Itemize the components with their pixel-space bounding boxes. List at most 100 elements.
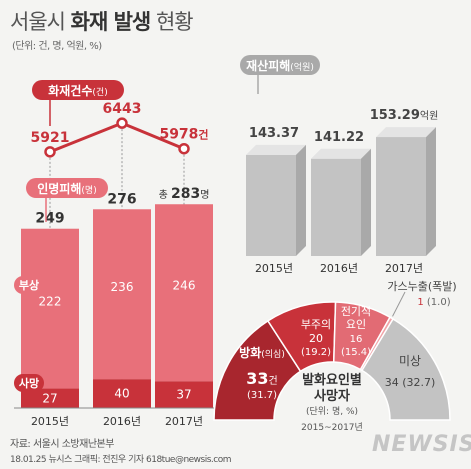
- fire-count-tag: [32, 80, 124, 100]
- casualty-title-main: 인명피해: [37, 181, 81, 196]
- property-bar-side-0: [296, 144, 306, 256]
- death-value-2: 37: [176, 388, 191, 402]
- property-value-2: 153.29억원: [370, 108, 439, 123]
- cause-value-0: 33건: [246, 369, 277, 388]
- death-bar-1: [93, 379, 151, 408]
- cause-value-4: 34 (32.7): [385, 376, 436, 389]
- property-title-unit: (억원): [290, 61, 314, 73]
- death-legend-label: 사망: [19, 376, 39, 390]
- casualty-tag: [26, 178, 108, 198]
- cause-value-1: 20: [309, 332, 323, 345]
- fire-count-unit: 건: [198, 128, 208, 142]
- property-value-0: 143.37: [249, 126, 299, 141]
- page-title: 서울시 화재 발생 현황: [10, 6, 194, 36]
- death-value-1: 40: [114, 387, 129, 401]
- cause-value-3: 1 (1.0): [417, 297, 450, 308]
- fire-count-title-main: 화재건수: [48, 83, 92, 98]
- casualty-total-value-1: 276: [107, 191, 136, 207]
- title-bold: 화재 발생: [70, 10, 152, 34]
- casualty-title: 인명피해(명): [37, 181, 96, 196]
- cause-name-3: 가스누출(폭발): [387, 280, 456, 293]
- injury-value-1: 236: [111, 280, 134, 294]
- fire-count-label-0: 5921: [31, 130, 70, 146]
- cause-slice-4: [360, 317, 451, 421]
- cause-period: 2015~2017년: [301, 422, 363, 433]
- injury-bar-1: [93, 209, 151, 380]
- property-value-suffix: 억원: [420, 110, 438, 122]
- cause-name-0-main: 방화: [239, 345, 261, 360]
- property-bar-top-0: [246, 144, 306, 155]
- death-value-0: 27: [42, 391, 57, 405]
- property-bar-0: [246, 154, 296, 256]
- property-value-1: 141.22: [314, 130, 364, 145]
- injury-legend-label: 부상: [19, 278, 39, 292]
- injury-value-0: 222: [39, 294, 62, 308]
- cause-value-0-num: 33: [246, 369, 268, 388]
- casualty-total-value-0: 249: [35, 211, 64, 227]
- fire-count-title-unit: (건): [92, 87, 107, 98]
- cause-pct-1: (19.2): [301, 347, 331, 358]
- property-year-2: 2017년: [385, 262, 423, 275]
- casualty-year-2: 2017년: [165, 415, 203, 428]
- injury-bar-2: [155, 204, 213, 382]
- property-bar-2: [376, 137, 426, 256]
- cause-pct-0: (31.7): [247, 390, 277, 401]
- cause-title-line1: 발화요인별: [302, 372, 362, 388]
- cause-name-0: 방화(의심): [239, 345, 285, 360]
- fire-count-title: 화재건수(건): [48, 83, 107, 98]
- source-note: 자료: 서울시 소방재난본부: [10, 439, 114, 450]
- fire-count-value-2: 5978: [159, 127, 198, 143]
- casualty-total-suffix: 명: [200, 189, 209, 201]
- cause-value-0-unit: 건: [269, 375, 278, 387]
- cause-title-line2: 사망자: [314, 388, 350, 404]
- title-tail: 현황: [155, 10, 194, 34]
- death-bar-0: [21, 388, 79, 408]
- cause-name-2-l1: 전기적: [341, 305, 371, 318]
- fire-count-value-0: 5921: [31, 130, 70, 146]
- casualty-total-0: 249: [35, 211, 64, 227]
- cause-unit-note: (단위: 명, %): [306, 406, 358, 417]
- cause-value-3-num: 1: [417, 297, 427, 308]
- property-title: 재산피해(억원): [246, 58, 314, 73]
- casualty-total-prefix: 총: [159, 189, 171, 201]
- casualty-year-0: 2015년: [31, 415, 69, 428]
- cause-name-4: 미상: [399, 354, 421, 368]
- fire-count-value-1: 6443: [103, 101, 142, 117]
- cause-name-0-sub: (의심): [261, 349, 285, 360]
- cause-value-2: 16: [350, 334, 363, 345]
- fire-count-point-2: [178, 142, 190, 155]
- cause-pct-2: (15.4): [341, 347, 371, 358]
- property-value-num-1: 141.22: [314, 130, 364, 145]
- property-year-0: 2015년: [255, 262, 293, 275]
- casualty-total-2: 총 283명: [159, 186, 210, 202]
- property-bar-side-1: [361, 148, 371, 256]
- property-tag: [240, 55, 320, 75]
- unit-note: (단위: 건, 명, 억원, %): [12, 41, 102, 52]
- property-bar-side-2: [426, 127, 436, 256]
- cause-name-2-l2: 요인: [346, 318, 366, 331]
- cause-pct-3: (1.0): [427, 297, 451, 308]
- casualty-total-value-2: 283: [171, 186, 200, 202]
- fire-count-label-1: 6443: [103, 101, 142, 117]
- injury-legend-tag: [14, 276, 44, 294]
- death-bar-2: [155, 381, 213, 408]
- title-light: 서울시: [10, 10, 66, 34]
- injury-value-2: 246: [173, 278, 196, 292]
- injury-bar-0: [21, 228, 79, 389]
- property-value-num-2: 153.29: [370, 108, 420, 123]
- property-bar-1: [311, 158, 361, 256]
- property-bar-top-1: [311, 148, 371, 159]
- casualty-title-unit: (명): [81, 185, 96, 196]
- cause-name-1: 부주의: [301, 318, 331, 331]
- fire-count-point-1: [116, 117, 128, 129]
- fire-count-label-2: 5978건: [159, 127, 208, 143]
- credit-note: 18.01.25 뉴시스 그래픽: 전진우 기자 618tue@newsis.c…: [10, 455, 232, 465]
- gas-callout-line: [392, 291, 406, 317]
- casualty-total-1: 276: [107, 191, 136, 207]
- casualty-year-1: 2016년: [103, 415, 141, 428]
- newsis-logo: NEWSIS: [372, 432, 471, 457]
- property-value-num-0: 143.37: [249, 126, 299, 141]
- death-legend-tag: [14, 374, 44, 392]
